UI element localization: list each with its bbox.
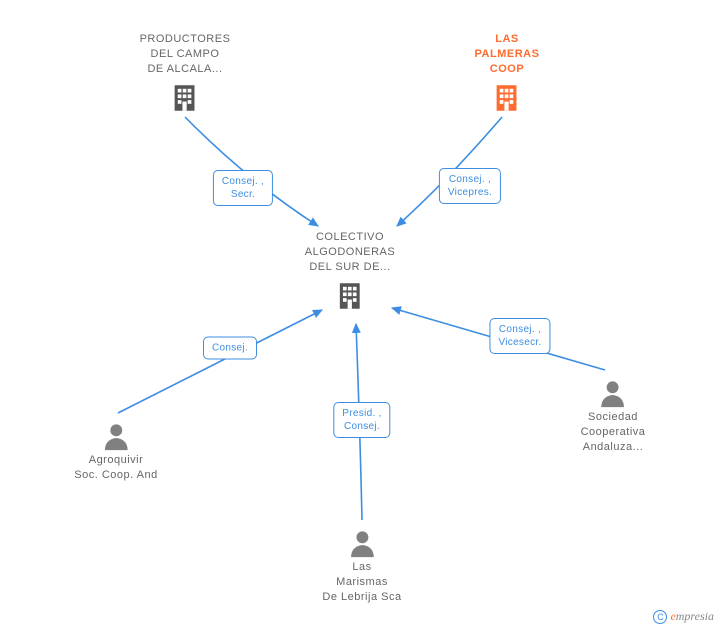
edge-label-marismas: Presid. , Consej. <box>333 402 390 438</box>
node-label: COLECTIVO ALGODONERAS DEL SUR DE... <box>305 230 395 275</box>
node-label: Las Marismas De Lebrija Sca <box>322 560 401 605</box>
copyright-icon: C <box>653 610 667 624</box>
building-icon <box>490 81 524 115</box>
building-icon-wrap <box>475 81 540 115</box>
node-sociedad[interactable]: Sociedad Cooperativa Andaluza... <box>581 372 646 455</box>
node-productores[interactable]: PRODUCTORES DEL CAMPO DE ALCALA... <box>140 32 231 115</box>
node-colectivo[interactable]: COLECTIVO ALGODONERAS DEL SUR DE... <box>305 230 395 313</box>
node-label: Sociedad Cooperativa Andaluza... <box>581 410 646 455</box>
footer-credit: Cempresia <box>653 609 714 624</box>
node-label: PRODUCTORES DEL CAMPO DE ALCALA... <box>140 32 231 77</box>
node-palmeras[interactable]: LAS PALMERAS COOP <box>475 32 540 115</box>
person-icon-wrap <box>74 419 157 453</box>
building-icon <box>333 279 367 313</box>
node-marismas[interactable]: Las Marismas De Lebrija Sca <box>322 522 401 605</box>
edge-agroquivir-colectivo <box>118 310 322 413</box>
person-icon <box>596 376 630 410</box>
person-icon-wrap <box>581 376 646 410</box>
node-label: LAS PALMERAS COOP <box>475 32 540 77</box>
building-icon-wrap <box>305 279 395 313</box>
node-label: Agroquivir Soc. Coop. And <box>74 453 157 483</box>
edge-label-agroquivir: Consej. <box>203 337 257 360</box>
person-icon-wrap <box>322 526 401 560</box>
edge-label-palmeras: Consej. , Vicepres. <box>439 168 501 204</box>
person-icon <box>99 419 133 453</box>
edge-label-sociedad: Consej. , Vicesecr. <box>489 318 550 354</box>
building-icon-wrap <box>140 81 231 115</box>
person-icon <box>345 526 379 560</box>
edge-label-productores: Consej. , Secr. <box>213 170 273 206</box>
node-agroquivir[interactable]: Agroquivir Soc. Coop. And <box>74 415 157 483</box>
building-icon <box>168 81 202 115</box>
